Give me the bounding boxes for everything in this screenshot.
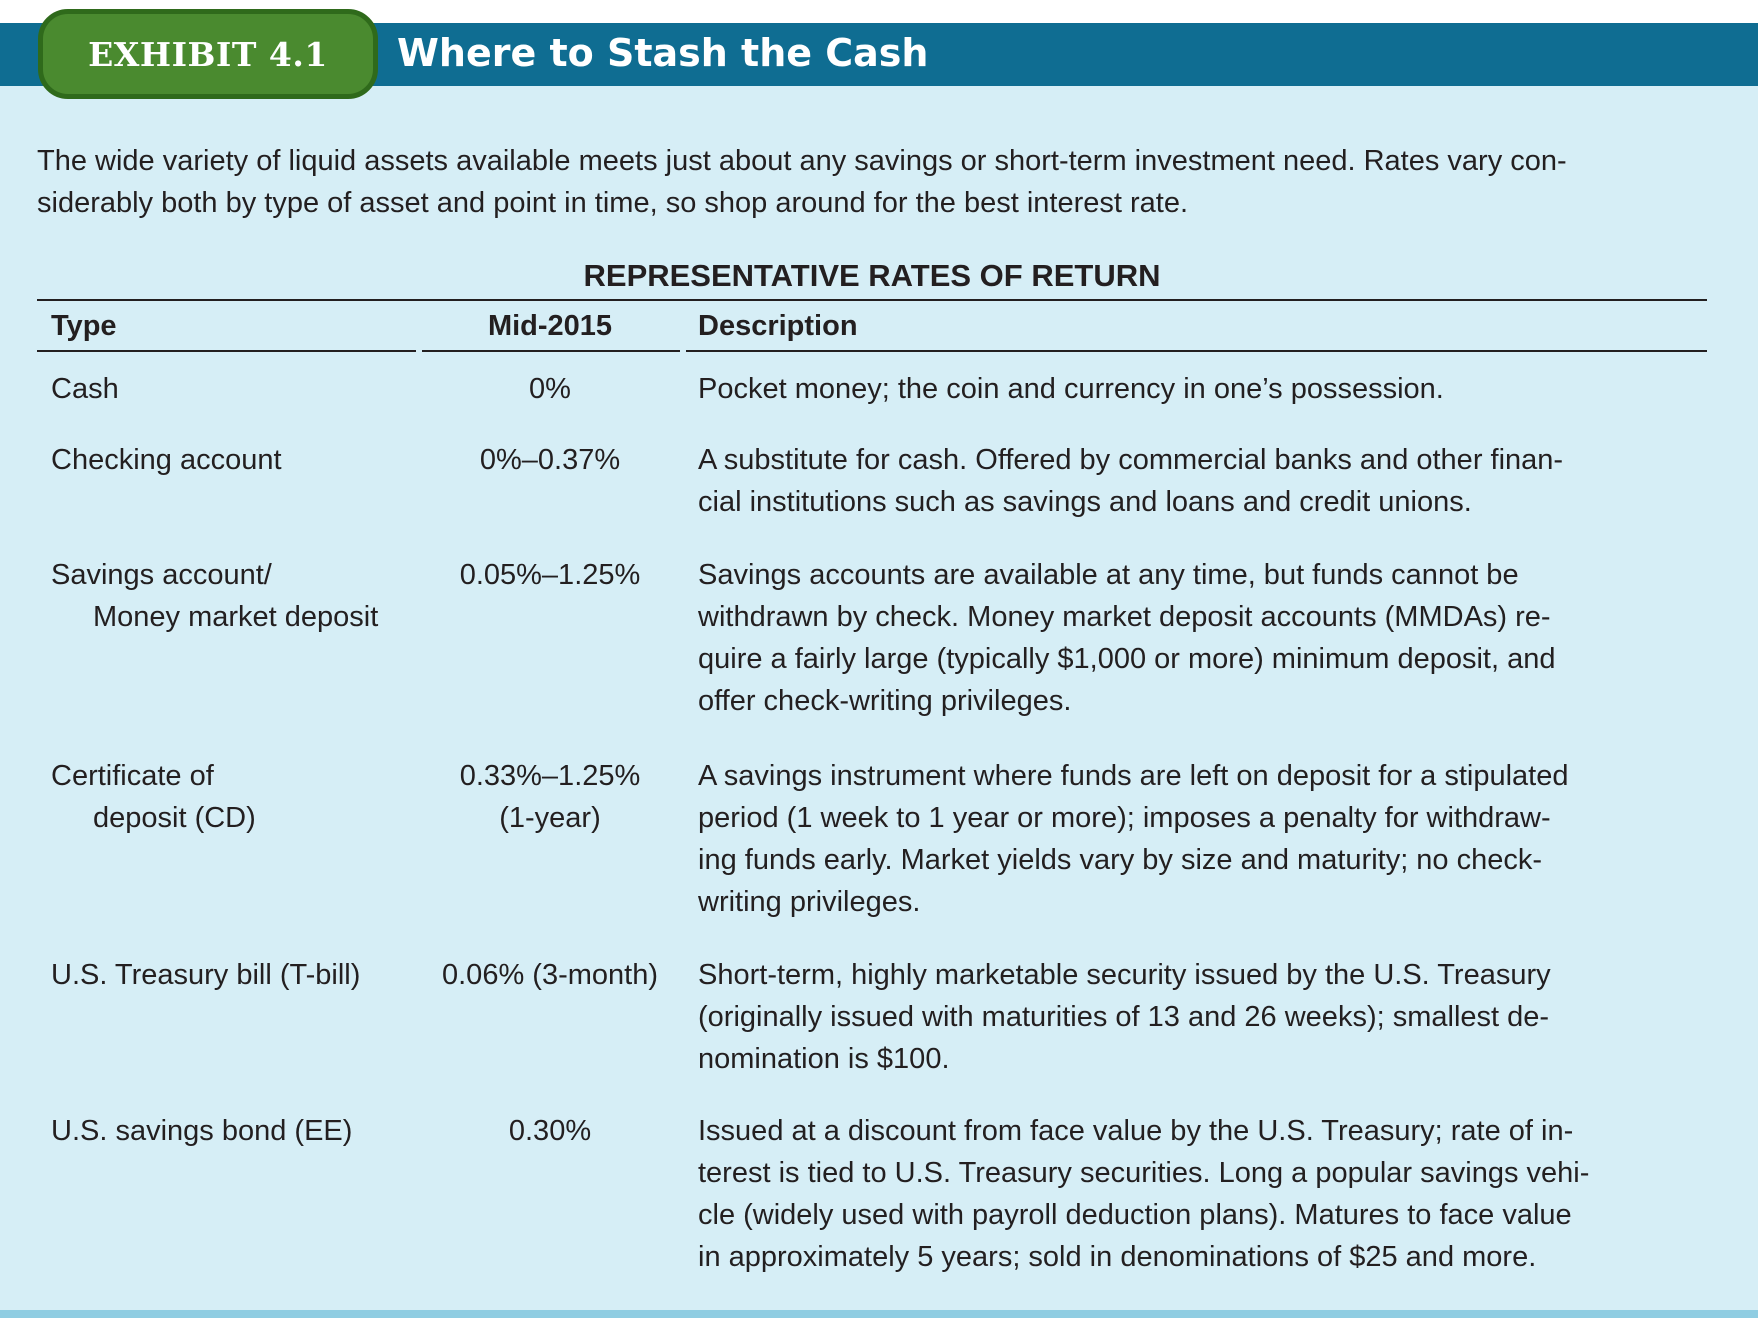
type-text: U.S. Treasury bill (T-bill) xyxy=(51,959,361,991)
intro-paragraph: The wide variety of liquid assets availa… xyxy=(37,140,1727,224)
table-row-description: A substitute for cash. Offered by commer… xyxy=(698,439,1698,523)
description-line: ing funds early. Market yields vary by s… xyxy=(698,844,1543,876)
table-header-rule xyxy=(37,350,1707,352)
type-text: U.S. savings bond (EE) xyxy=(51,1115,353,1147)
description-line: (originally issued with maturities of 13… xyxy=(698,1001,1550,1033)
description-line: withdrawn by check. Money market deposit… xyxy=(698,601,1551,633)
top-margin xyxy=(0,0,1758,23)
type-text: Savings account/ xyxy=(51,559,272,591)
bottom-border xyxy=(0,1310,1758,1318)
table-row-description: Savings accounts are available at any ti… xyxy=(698,554,1698,722)
table-top-rule xyxy=(37,299,1707,301)
intro-line: The wide variety of liquid assets availa… xyxy=(37,145,1567,177)
description-line: nomination is $100. xyxy=(698,1043,950,1075)
rate-text: 0%–0.37% xyxy=(479,444,621,476)
description-line: terest is tied to U.S. Treasury securiti… xyxy=(698,1157,1590,1189)
table-row-type: Cash xyxy=(51,368,431,410)
table-row-description: A savings instrument where funds are lef… xyxy=(698,755,1698,923)
description-line: cle (widely used with payroll deduction … xyxy=(698,1199,1572,1231)
column-header-rate: Mid-2015 xyxy=(487,310,613,342)
column-header-description: Description xyxy=(698,310,858,342)
description-line: Pocket money; the coin and currency in o… xyxy=(698,373,1444,405)
type-text: Certificate of xyxy=(51,760,214,792)
description-line: Short-term, highly marketable security i… xyxy=(698,959,1551,991)
rate-text: 0.05%–1.25% xyxy=(459,559,641,591)
description-line: quire a fairly large (typically $1,000 o… xyxy=(698,643,1556,675)
exhibit-title: Where to Stash the Cash xyxy=(397,31,929,75)
description-line: period (1 week to 1 year or more); impos… xyxy=(698,802,1551,834)
table-row-rate: 0%–0.37% xyxy=(420,439,680,481)
table-row-rate: 0.06% (3-month) xyxy=(420,954,680,996)
rate-text: 0.30% xyxy=(508,1115,592,1147)
description-line: cial institutions such as savings and lo… xyxy=(698,486,1472,518)
description-line: in approximately 5 years; sold in denomi… xyxy=(698,1241,1537,1273)
table-row-type: Savings account/ Money market deposit xyxy=(51,554,431,638)
column-gap xyxy=(680,350,686,353)
table-row-description: Short-term, highly marketable security i… xyxy=(698,954,1698,1080)
description-line: A savings instrument where funds are lef… xyxy=(698,760,1569,792)
description-line: writing privileges. xyxy=(698,886,921,918)
description-line: A substitute for cash. Offered by commer… xyxy=(698,444,1564,476)
rate-text: (1-year) xyxy=(499,802,601,834)
table-row-rate: 0% xyxy=(420,368,680,410)
table-row-rate: 0.05%–1.25% xyxy=(420,554,680,596)
description-line: Issued at a discount from face value by … xyxy=(698,1115,1574,1147)
rate-text: 0.06% (3-month) xyxy=(442,959,658,991)
rate-text: 0.33%–1.25% xyxy=(459,760,641,792)
type-text: Cash xyxy=(51,373,119,405)
column-gap xyxy=(416,350,422,353)
table-heading: REPRESENTATIVE RATES OF RETURN xyxy=(583,258,1161,293)
column-header-type: Type xyxy=(51,310,117,342)
table-row-rate: 0.30% xyxy=(420,1110,680,1152)
rate-text: 0% xyxy=(529,373,571,405)
table-row-description: Pocket money; the coin and currency in o… xyxy=(698,368,1698,410)
table-row-type: Certificate of deposit (CD) xyxy=(51,755,431,839)
type-text: Money market deposit xyxy=(93,601,379,633)
table-row-rate: 0.33%–1.25% (1-year) xyxy=(420,755,680,839)
description-line: Savings accounts are available at any ti… xyxy=(698,559,1519,591)
exhibit-badge: EXHIBIT 4.1 xyxy=(38,9,378,99)
table-row-description: Issued at a discount from face value by … xyxy=(698,1110,1698,1278)
type-text: deposit (CD) xyxy=(93,802,256,834)
table-row-type: U.S. savings bond (EE) xyxy=(51,1110,431,1152)
type-text: Checking account xyxy=(51,444,282,476)
table-row-type: U.S. Treasury bill (T-bill) xyxy=(51,954,431,996)
intro-line: siderably both by type of asset and poin… xyxy=(37,187,1189,219)
description-line: offer check-writing privileges. xyxy=(698,685,1072,717)
table-row-type: Checking account xyxy=(51,439,431,481)
